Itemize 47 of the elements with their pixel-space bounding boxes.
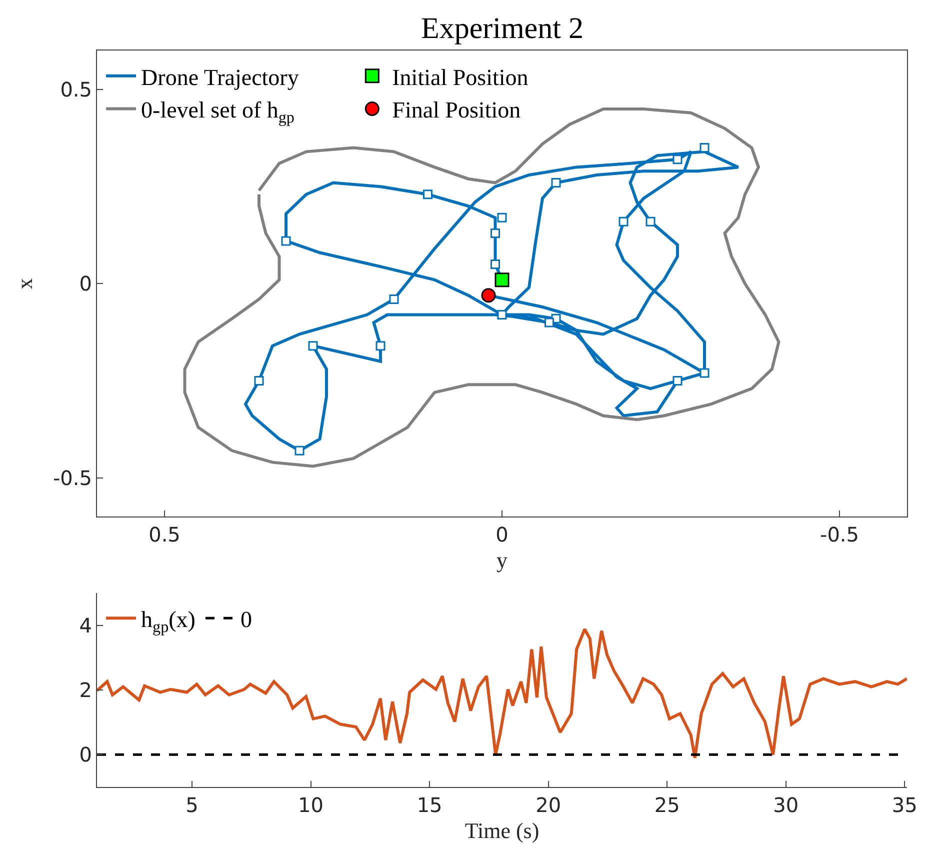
point (494, 272, 510, 288)
legend-label: 0-level set of h$_{gp}$ (141, 98, 294, 127)
legend-label: h$_{gp}$(x) (141, 607, 196, 636)
y-tick-label: 0 (79, 272, 92, 296)
x-tick-label: 0.5 (148, 522, 180, 547)
x-axis-title: y (496, 548, 508, 573)
point (376, 341, 386, 351)
point (294, 446, 304, 456)
chart-title: Experiment 2 (421, 12, 584, 45)
x-tick-label: 25 (654, 793, 680, 817)
legend-label: Final Position (392, 98, 522, 123)
legend-label: Initial Position (392, 64, 529, 90)
y-tick-label: 0 (79, 742, 92, 767)
point (551, 178, 561, 188)
y-tick-label: 0.5 (60, 78, 92, 102)
y-axis-title: x (12, 278, 37, 290)
x-tick-label: 35 (892, 793, 918, 817)
point (497, 212, 507, 222)
x-tick-label: 10 (298, 793, 324, 817)
legend-label: Drone Trajectory (141, 64, 300, 90)
x-tick-label: 5 (186, 793, 198, 817)
point (672, 154, 682, 164)
point (672, 376, 682, 386)
point (646, 216, 656, 226)
point (490, 260, 500, 270)
point (700, 368, 710, 378)
y-tick-label: 2 (79, 678, 92, 702)
x-tick-label: -0.5 (820, 522, 860, 547)
x-tick-label: 30 (773, 793, 799, 817)
x-tick-label: 0 (496, 522, 508, 547)
point (389, 294, 399, 304)
point (490, 228, 500, 238)
x-tick-label: 20 (536, 793, 562, 817)
point (254, 376, 264, 386)
point (423, 190, 432, 200)
point (281, 236, 291, 246)
point (308, 341, 318, 351)
point (481, 288, 496, 303)
x-axis-title: Time (s) (464, 818, 540, 843)
point (618, 216, 628, 226)
point (700, 143, 710, 153)
point (544, 318, 554, 328)
y-tick-label: 4 (79, 613, 92, 638)
point (497, 310, 507, 320)
x-tick-label: 15 (416, 793, 442, 817)
y-tick-label: -0.5 (52, 466, 92, 490)
legend-label: 0 (240, 607, 252, 632)
